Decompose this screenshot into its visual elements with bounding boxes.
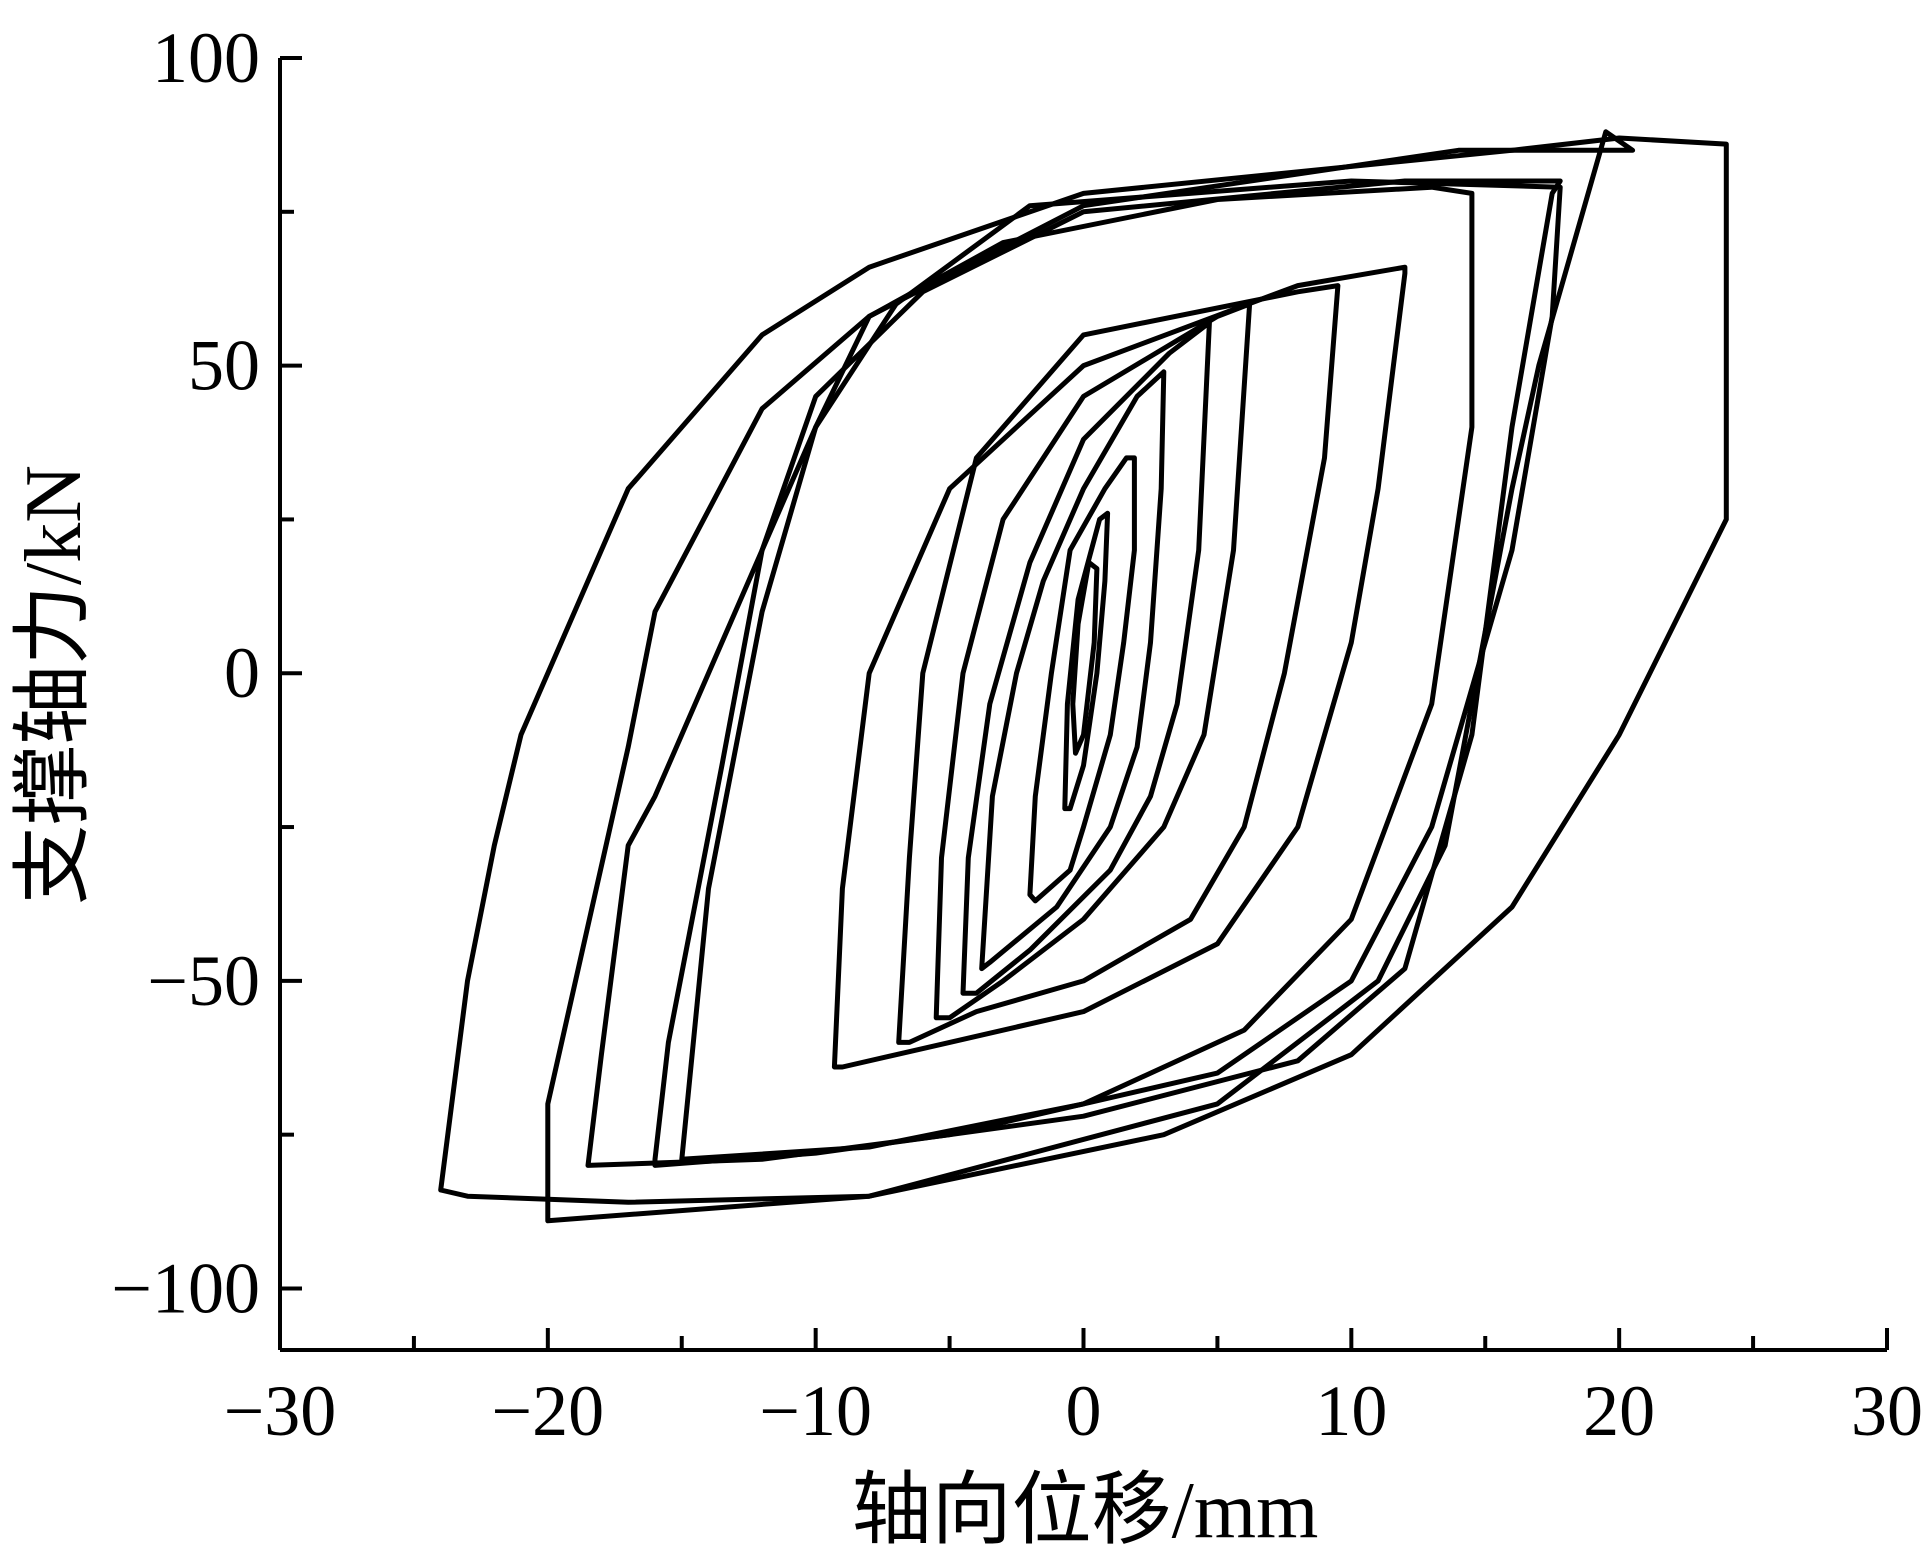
- hysteresis-loop: [679, 184, 1475, 1162]
- y-tick-label: 50: [188, 326, 260, 406]
- x-tick-label: 20: [1583, 1371, 1655, 1451]
- hysteresis-loop: [1062, 510, 1111, 812]
- hysteresis-loop: [438, 135, 1729, 1205]
- x-tick-label: −30: [224, 1371, 337, 1451]
- hysteresis-loop: [979, 369, 1167, 972]
- hysteresis-loop: [831, 264, 1408, 1070]
- x-tick-label: −20: [492, 1371, 605, 1451]
- axes: [278, 56, 1889, 1352]
- hysteresis-loop: [960, 320, 1212, 996]
- x-tick-label: 30: [1851, 1371, 1923, 1451]
- x-tick-label: 10: [1315, 1371, 1387, 1451]
- x-tick-label: −10: [759, 1371, 872, 1451]
- hysteresis-loop: [896, 283, 1341, 1045]
- y-tick-label: −50: [147, 941, 260, 1021]
- hysteresis-curves: [438, 129, 1729, 1224]
- y-tick-label: 0: [224, 633, 260, 713]
- x-axis-title: 轴向位移/mm: [852, 1467, 1319, 1555]
- hysteresis-loop: [1070, 560, 1100, 756]
- x-tick-label: 0: [1066, 1371, 1102, 1451]
- y-tick-label: −100: [111, 1248, 260, 1328]
- hysteresis-loop: [1027, 455, 1137, 904]
- hysteresis-loop: [545, 129, 1636, 1224]
- y-tick-label: 100: [152, 18, 260, 98]
- y-axis-title: 支撑轴力/kN: [10, 465, 98, 905]
- hysteresis-loop: [585, 178, 1563, 1168]
